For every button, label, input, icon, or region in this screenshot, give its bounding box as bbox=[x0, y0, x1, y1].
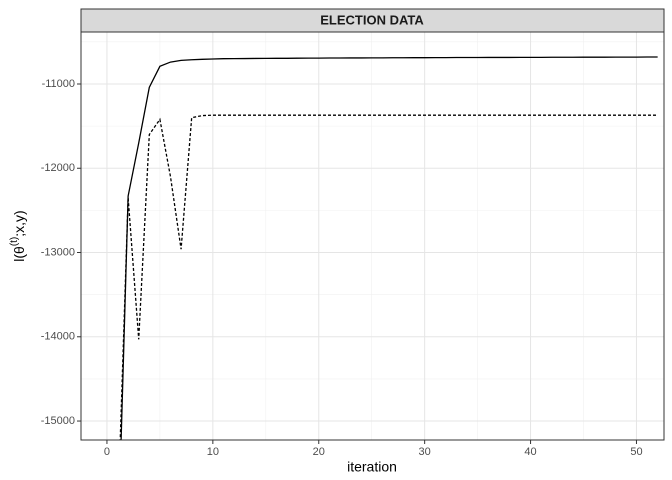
y-tick-label: -13000 bbox=[41, 246, 75, 258]
y-tick-label: -11000 bbox=[42, 78, 75, 90]
chart-title: ELECTION DATA bbox=[320, 12, 424, 27]
y-tick-label: -12000 bbox=[41, 162, 75, 174]
y-tick-label: -15000 bbox=[41, 415, 75, 427]
y-label-base: l(θ bbox=[11, 246, 27, 262]
x-tick-label: 30 bbox=[419, 446, 431, 458]
y-axis-label: l(θ(t);x,y) bbox=[9, 210, 27, 261]
x-tick-label: 20 bbox=[313, 446, 325, 458]
series-line bbox=[120, 56, 658, 440]
x-tick-label: 10 bbox=[207, 446, 219, 458]
x-axis-label: iteration bbox=[347, 459, 397, 475]
series-line bbox=[119, 114, 658, 440]
y-tick-label: -14000 bbox=[41, 331, 75, 343]
y-label-rest: ;x,y) bbox=[11, 210, 27, 236]
panel-border bbox=[80, 31, 665, 441]
x-tick-label: 40 bbox=[524, 446, 536, 458]
x-tick-label: 0 bbox=[104, 446, 110, 458]
y-label-sup: (t) bbox=[9, 237, 20, 246]
x-tick-label: 50 bbox=[630, 446, 642, 458]
